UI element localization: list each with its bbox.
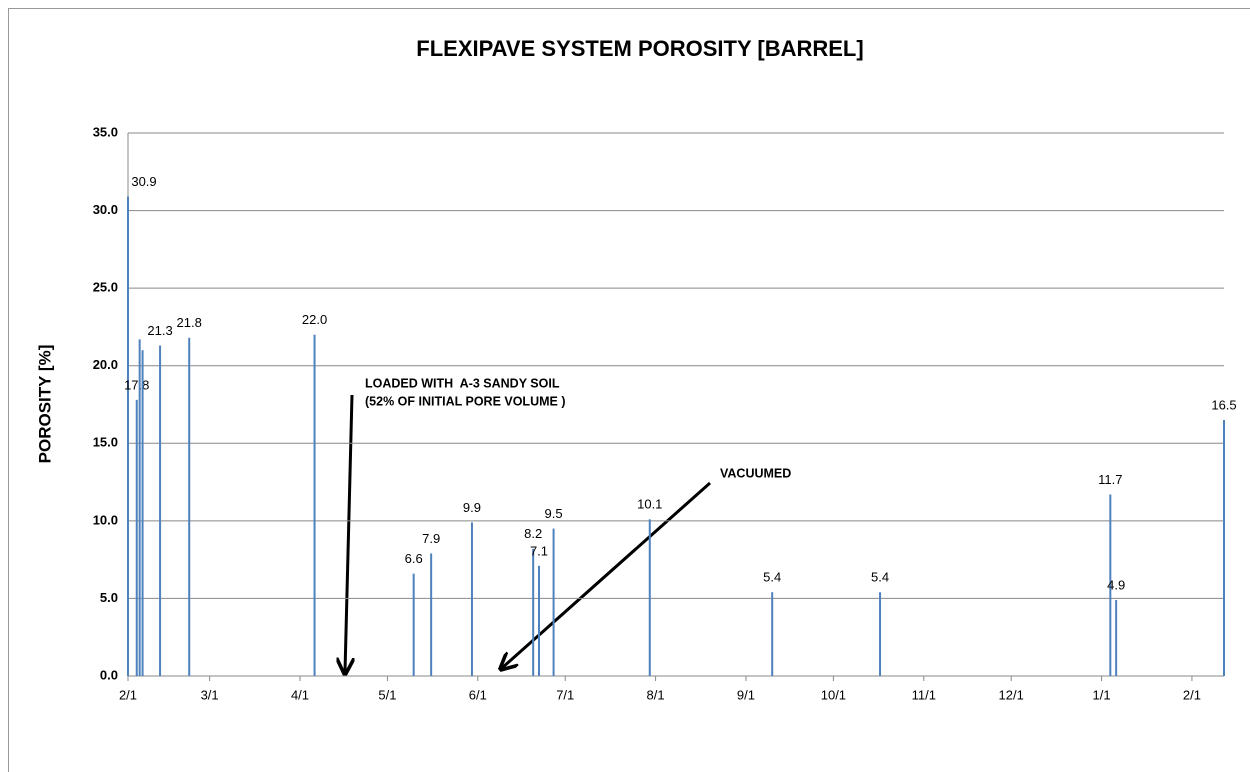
chart-title: FLEXIPAVE SYSTEM POROSITY [BARREL]: [416, 36, 863, 61]
chart-border: [8, 8, 1250, 772]
x-tick-label: 9/1: [737, 687, 755, 702]
y-tick-label: 30.0: [93, 202, 118, 217]
bar: [313, 334, 316, 676]
x-tick-label: 5/1: [378, 687, 396, 702]
bar: [538, 565, 540, 676]
data-label: 21.8: [177, 315, 202, 330]
y-tick-label: 15.0: [93, 435, 118, 450]
x-tick-label: 4/1: [291, 687, 309, 702]
x-tick-label: 12/1: [999, 687, 1024, 702]
bar: [188, 337, 191, 676]
bar: [532, 548, 535, 676]
data-label: 5.4: [763, 570, 781, 585]
x-tick-label: 1/1: [1093, 687, 1111, 702]
annotation: (52% OF INITIAL PORE VOLUME ): [365, 394, 565, 408]
bar: [138, 339, 141, 676]
data-label: 9.5: [545, 506, 563, 521]
data-label: 11.7: [1098, 472, 1122, 487]
y-tick-label: 35.0: [93, 124, 118, 139]
data-label: 22.0: [302, 312, 327, 327]
bar: [1223, 420, 1225, 676]
data-label: 10.1: [637, 497, 662, 512]
y-axis-label: POROSITY [%]: [35, 345, 54, 464]
bar: [1109, 494, 1112, 676]
x-tick-label: 3/1: [201, 687, 219, 702]
bar: [771, 592, 774, 676]
x-tick-label: 10/1: [821, 687, 846, 702]
bar: [141, 350, 144, 676]
bar: [648, 519, 651, 676]
data-label: 8.2: [524, 526, 542, 541]
bar: [430, 553, 433, 676]
bar: [552, 528, 555, 676]
data-label: 21.3: [147, 323, 172, 338]
data-label: 16.5: [1211, 397, 1236, 412]
x-tick-label: 6/1: [469, 687, 487, 702]
x-tick-label: 2/1: [119, 687, 137, 702]
annotation: VACUUMED: [720, 466, 791, 480]
y-tick-label: 25.0: [93, 280, 118, 295]
data-label: 30.9: [131, 174, 156, 189]
y-tick-label: 5.0: [100, 590, 118, 605]
data-label: 17.8: [124, 377, 149, 392]
bar: [1115, 599, 1118, 676]
x-tick-label: 7/1: [556, 687, 574, 702]
bar: [127, 196, 129, 676]
x-tick-label: 11/1: [912, 687, 936, 702]
data-label: 7.1: [530, 543, 548, 558]
x-tick-label: 2/1: [1183, 687, 1201, 702]
data-label: 5.4: [871, 570, 889, 585]
y-tick-label: 10.0: [93, 512, 118, 527]
bar: [412, 573, 415, 676]
x-tick-label: 8/1: [647, 687, 665, 702]
annotation-arrow: [502, 481, 711, 668]
bar: [159, 345, 162, 676]
data-label: 6.6: [405, 551, 423, 566]
annotation-arrow: [345, 394, 352, 672]
bar: [135, 399, 138, 676]
bar: [470, 522, 473, 676]
data-label: 7.9: [422, 531, 440, 546]
y-tick-label: 0.0: [100, 667, 118, 682]
y-tick-label: 20.0: [93, 357, 118, 372]
annotation: LOADED WITH A-3 SANDY SOIL: [365, 376, 560, 390]
data-label: 9.9: [463, 500, 481, 515]
bar: [879, 592, 882, 676]
data-label: 4.9: [1107, 577, 1125, 592]
